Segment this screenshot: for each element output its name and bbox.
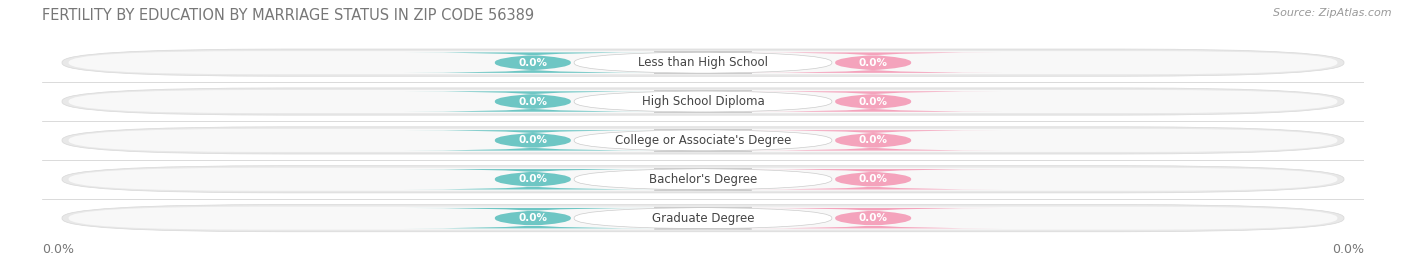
Text: 0.0%: 0.0% [519,135,547,146]
FancyBboxPatch shape [745,130,1001,151]
FancyBboxPatch shape [62,49,1344,76]
FancyBboxPatch shape [574,52,832,73]
Text: 0.0%: 0.0% [519,213,547,223]
FancyBboxPatch shape [745,52,1001,73]
Text: 0.0%: 0.0% [859,96,887,107]
FancyBboxPatch shape [405,130,661,151]
FancyBboxPatch shape [405,169,661,190]
Text: Graduate Degree: Graduate Degree [652,212,754,225]
Text: 0.0%: 0.0% [859,58,887,68]
FancyBboxPatch shape [62,205,1344,232]
FancyBboxPatch shape [745,169,1001,190]
FancyBboxPatch shape [405,208,661,228]
FancyBboxPatch shape [745,91,1001,112]
Text: Source: ZipAtlas.com: Source: ZipAtlas.com [1274,8,1392,18]
FancyBboxPatch shape [69,207,1337,230]
Text: 0.0%: 0.0% [859,135,887,146]
FancyBboxPatch shape [62,166,1344,193]
Text: 0.0%: 0.0% [1331,243,1364,256]
Text: 0.0%: 0.0% [42,243,75,256]
FancyBboxPatch shape [574,91,832,112]
FancyBboxPatch shape [62,88,1344,115]
Text: FERTILITY BY EDUCATION BY MARRIAGE STATUS IN ZIP CODE 56389: FERTILITY BY EDUCATION BY MARRIAGE STATU… [42,8,534,23]
FancyBboxPatch shape [745,208,1001,228]
FancyBboxPatch shape [405,91,661,112]
FancyBboxPatch shape [69,168,1337,191]
FancyBboxPatch shape [574,130,832,151]
FancyBboxPatch shape [405,52,661,73]
Text: Bachelor's Degree: Bachelor's Degree [650,173,756,186]
Text: 0.0%: 0.0% [859,174,887,184]
Text: College or Associate's Degree: College or Associate's Degree [614,134,792,147]
FancyBboxPatch shape [69,129,1337,152]
Text: 0.0%: 0.0% [519,58,547,68]
Text: Less than High School: Less than High School [638,56,768,69]
FancyBboxPatch shape [69,90,1337,113]
Text: 0.0%: 0.0% [859,213,887,223]
FancyBboxPatch shape [574,207,832,229]
FancyBboxPatch shape [69,51,1337,74]
Text: 0.0%: 0.0% [519,174,547,184]
FancyBboxPatch shape [574,168,832,190]
Text: 0.0%: 0.0% [519,96,547,107]
Text: High School Diploma: High School Diploma [641,95,765,108]
FancyBboxPatch shape [62,127,1344,154]
